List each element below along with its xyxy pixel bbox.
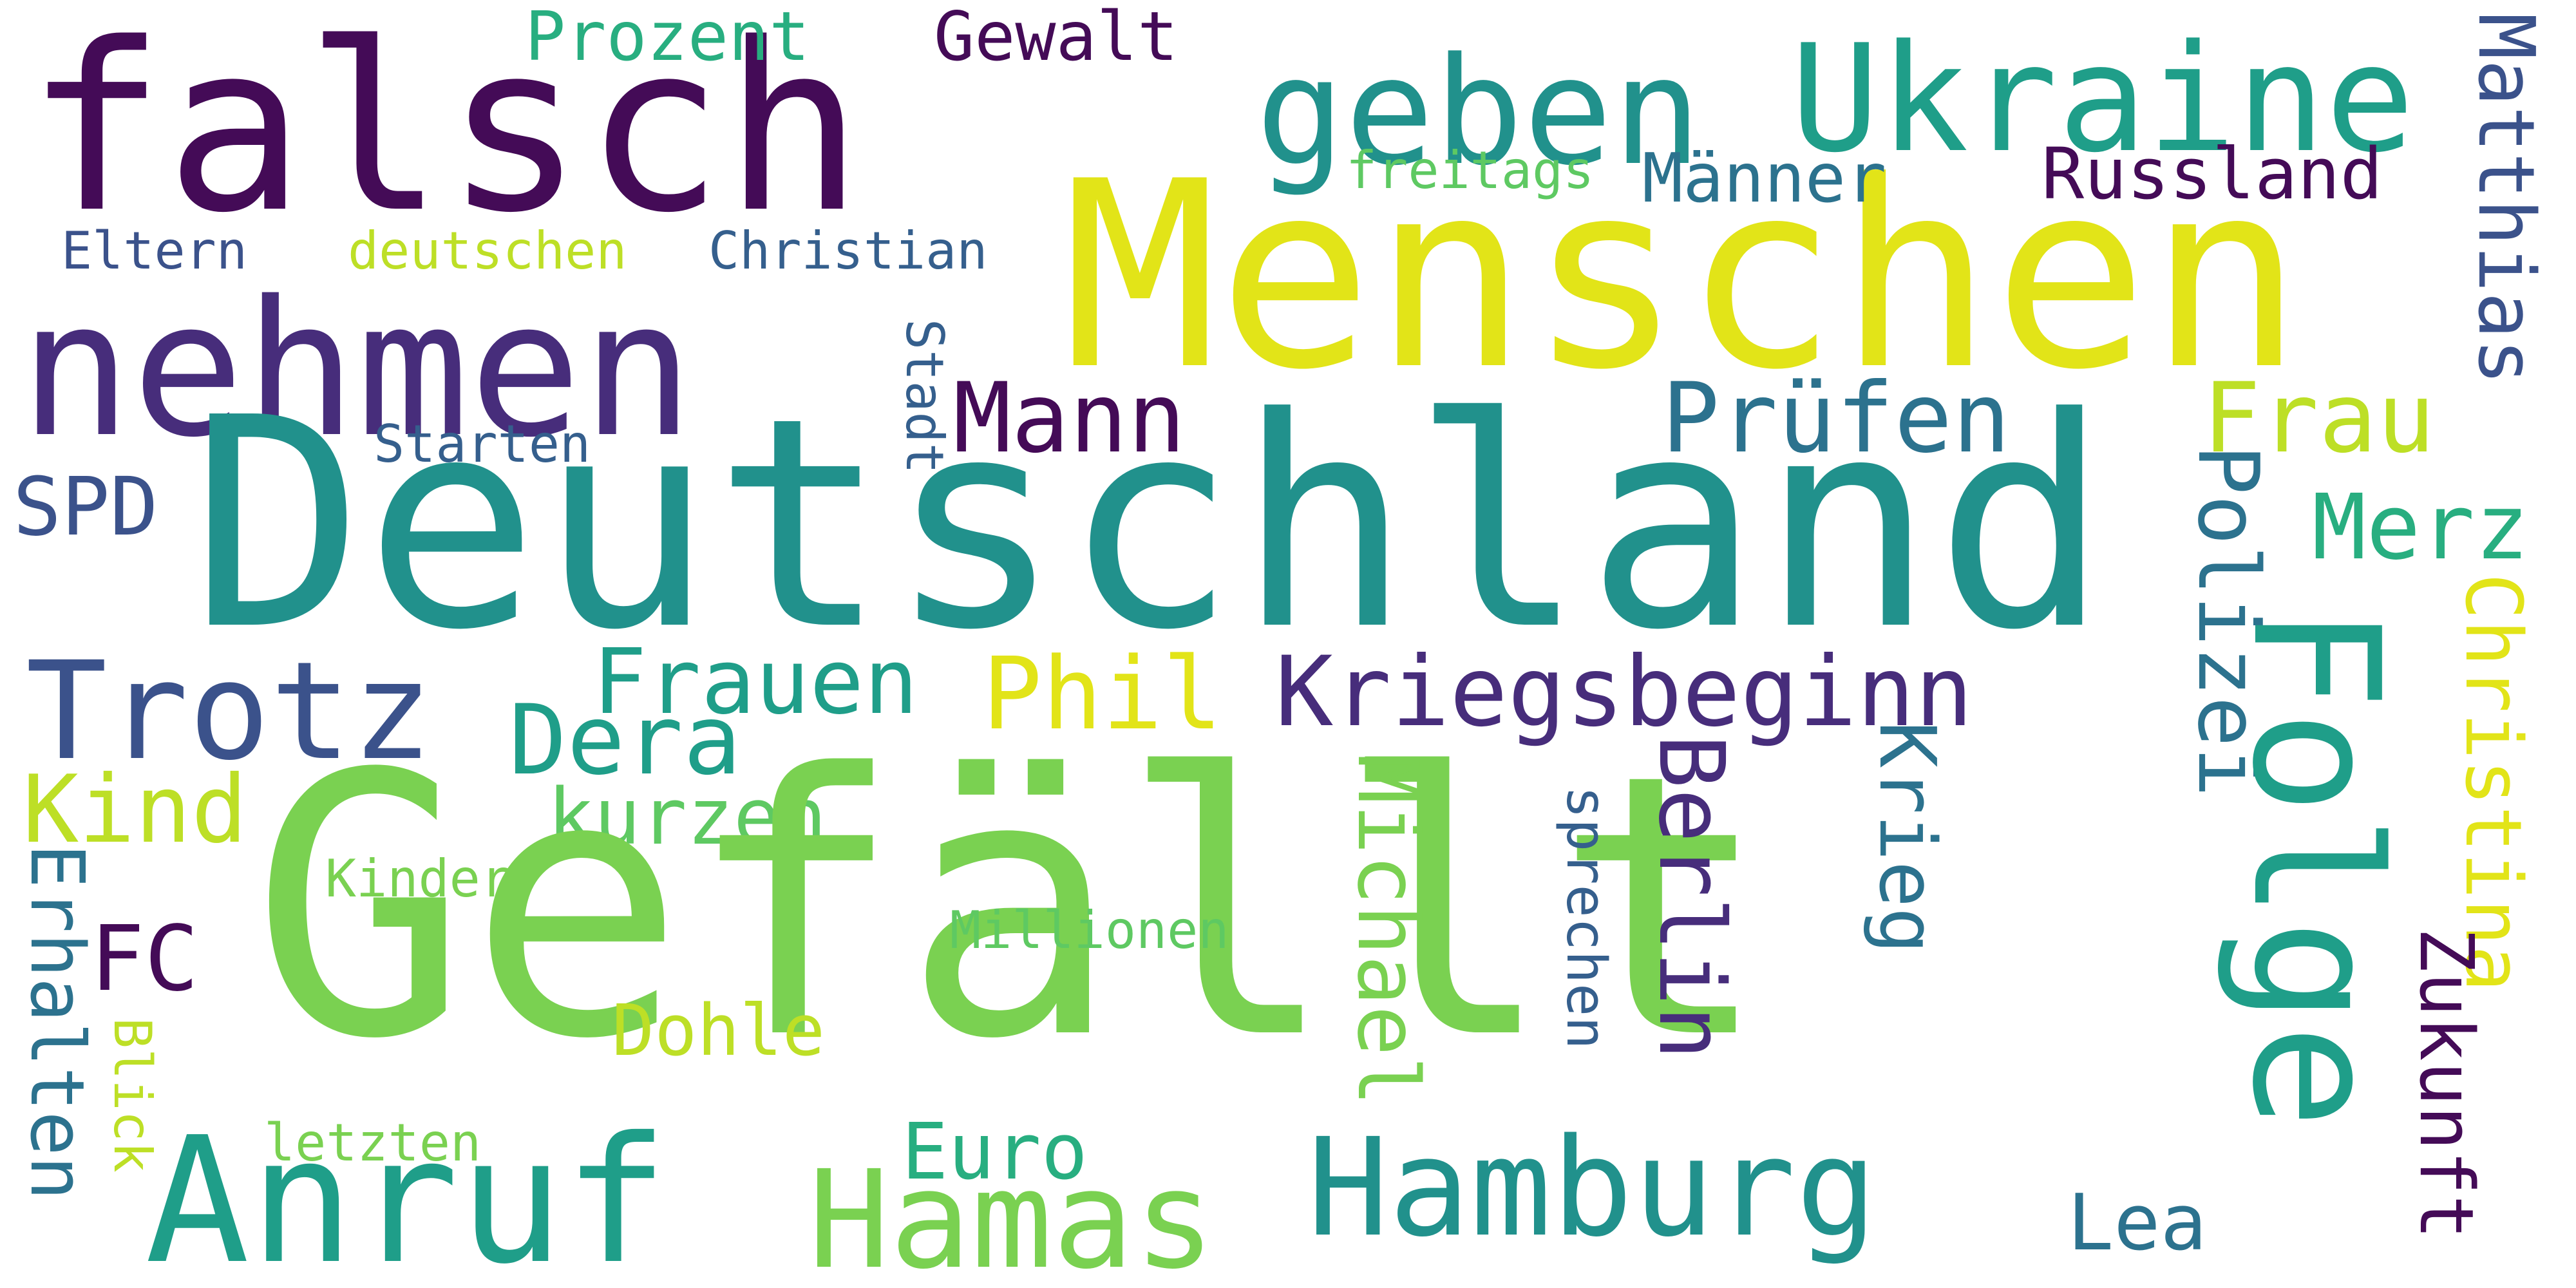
word-ukraine: Ukraine xyxy=(1790,14,2415,185)
word-stadt: Stadt xyxy=(895,319,954,474)
word-kind: Kind xyxy=(23,755,248,864)
word-deutschen: deutschen xyxy=(348,221,627,281)
word-letzten: letzten xyxy=(264,1113,482,1173)
word-sprechen: sprechen xyxy=(1554,786,1618,1050)
word-fc: FC xyxy=(90,907,199,1012)
word-deutschland: Deutschland xyxy=(190,356,2110,694)
word-michael: Michael xyxy=(1339,753,1437,1106)
word-zukunft: Zukunft xyxy=(2403,927,2489,1240)
word-mann: Mann xyxy=(953,363,1186,475)
word-dohle: Dohle xyxy=(612,989,826,1072)
word-geben: geben xyxy=(1256,26,1702,198)
word-lea: Lea xyxy=(2067,1179,2207,1268)
word-menschen: Menschen xyxy=(1063,127,2304,426)
word-blick: Blick xyxy=(102,1018,162,1173)
word-erhalten: Erhalten xyxy=(14,844,100,1200)
word-christian: Christian xyxy=(708,221,988,281)
word-frauen: Frauen xyxy=(592,630,918,735)
word-matthias: Matthias xyxy=(2461,13,2550,385)
word-folge: Folge xyxy=(2214,605,2417,1129)
word-russland: Russland xyxy=(2041,133,2383,215)
word-dera: Dera xyxy=(509,685,742,797)
word-gefaellt: Gefällt xyxy=(251,698,1772,1118)
word-nehmen: nehmen xyxy=(19,261,694,478)
word-anruf: Anruf xyxy=(145,1099,668,1288)
word-falsch: falsch xyxy=(26,0,864,263)
word-pruefen: Prüfen xyxy=(1662,363,2011,475)
word-merz: Merz xyxy=(2312,475,2530,580)
word-kurzen: kurzen xyxy=(547,773,827,862)
word-gewalt: Gewalt xyxy=(934,0,1179,76)
word-maenner: Männer xyxy=(1642,139,1887,218)
word-phil: Phil xyxy=(982,636,1223,752)
word-spd: SPD xyxy=(13,460,158,554)
word-starten: Starten xyxy=(374,414,591,474)
word-euro: Euro xyxy=(902,1108,1088,1197)
word-trotz: Trotz xyxy=(26,632,433,790)
word-kriegsbeginn: Kriegsbeginn xyxy=(1275,636,1973,748)
word-millionen: Millionen xyxy=(950,900,1229,960)
word-prozent: Prozent xyxy=(525,0,810,76)
word-freitags: freitags xyxy=(1346,140,1595,200)
word-eltern: Eltern xyxy=(61,221,247,281)
word-kinder: Kinder xyxy=(325,849,511,909)
word-krieg: Krieg xyxy=(1862,721,1951,954)
word-berlin: Berlin xyxy=(1638,734,1743,1060)
word-hamas: Hamas xyxy=(808,1141,1216,1288)
word-frau: Frau xyxy=(2202,363,2436,475)
word-hamburg: Hamburg xyxy=(1307,1109,1878,1267)
